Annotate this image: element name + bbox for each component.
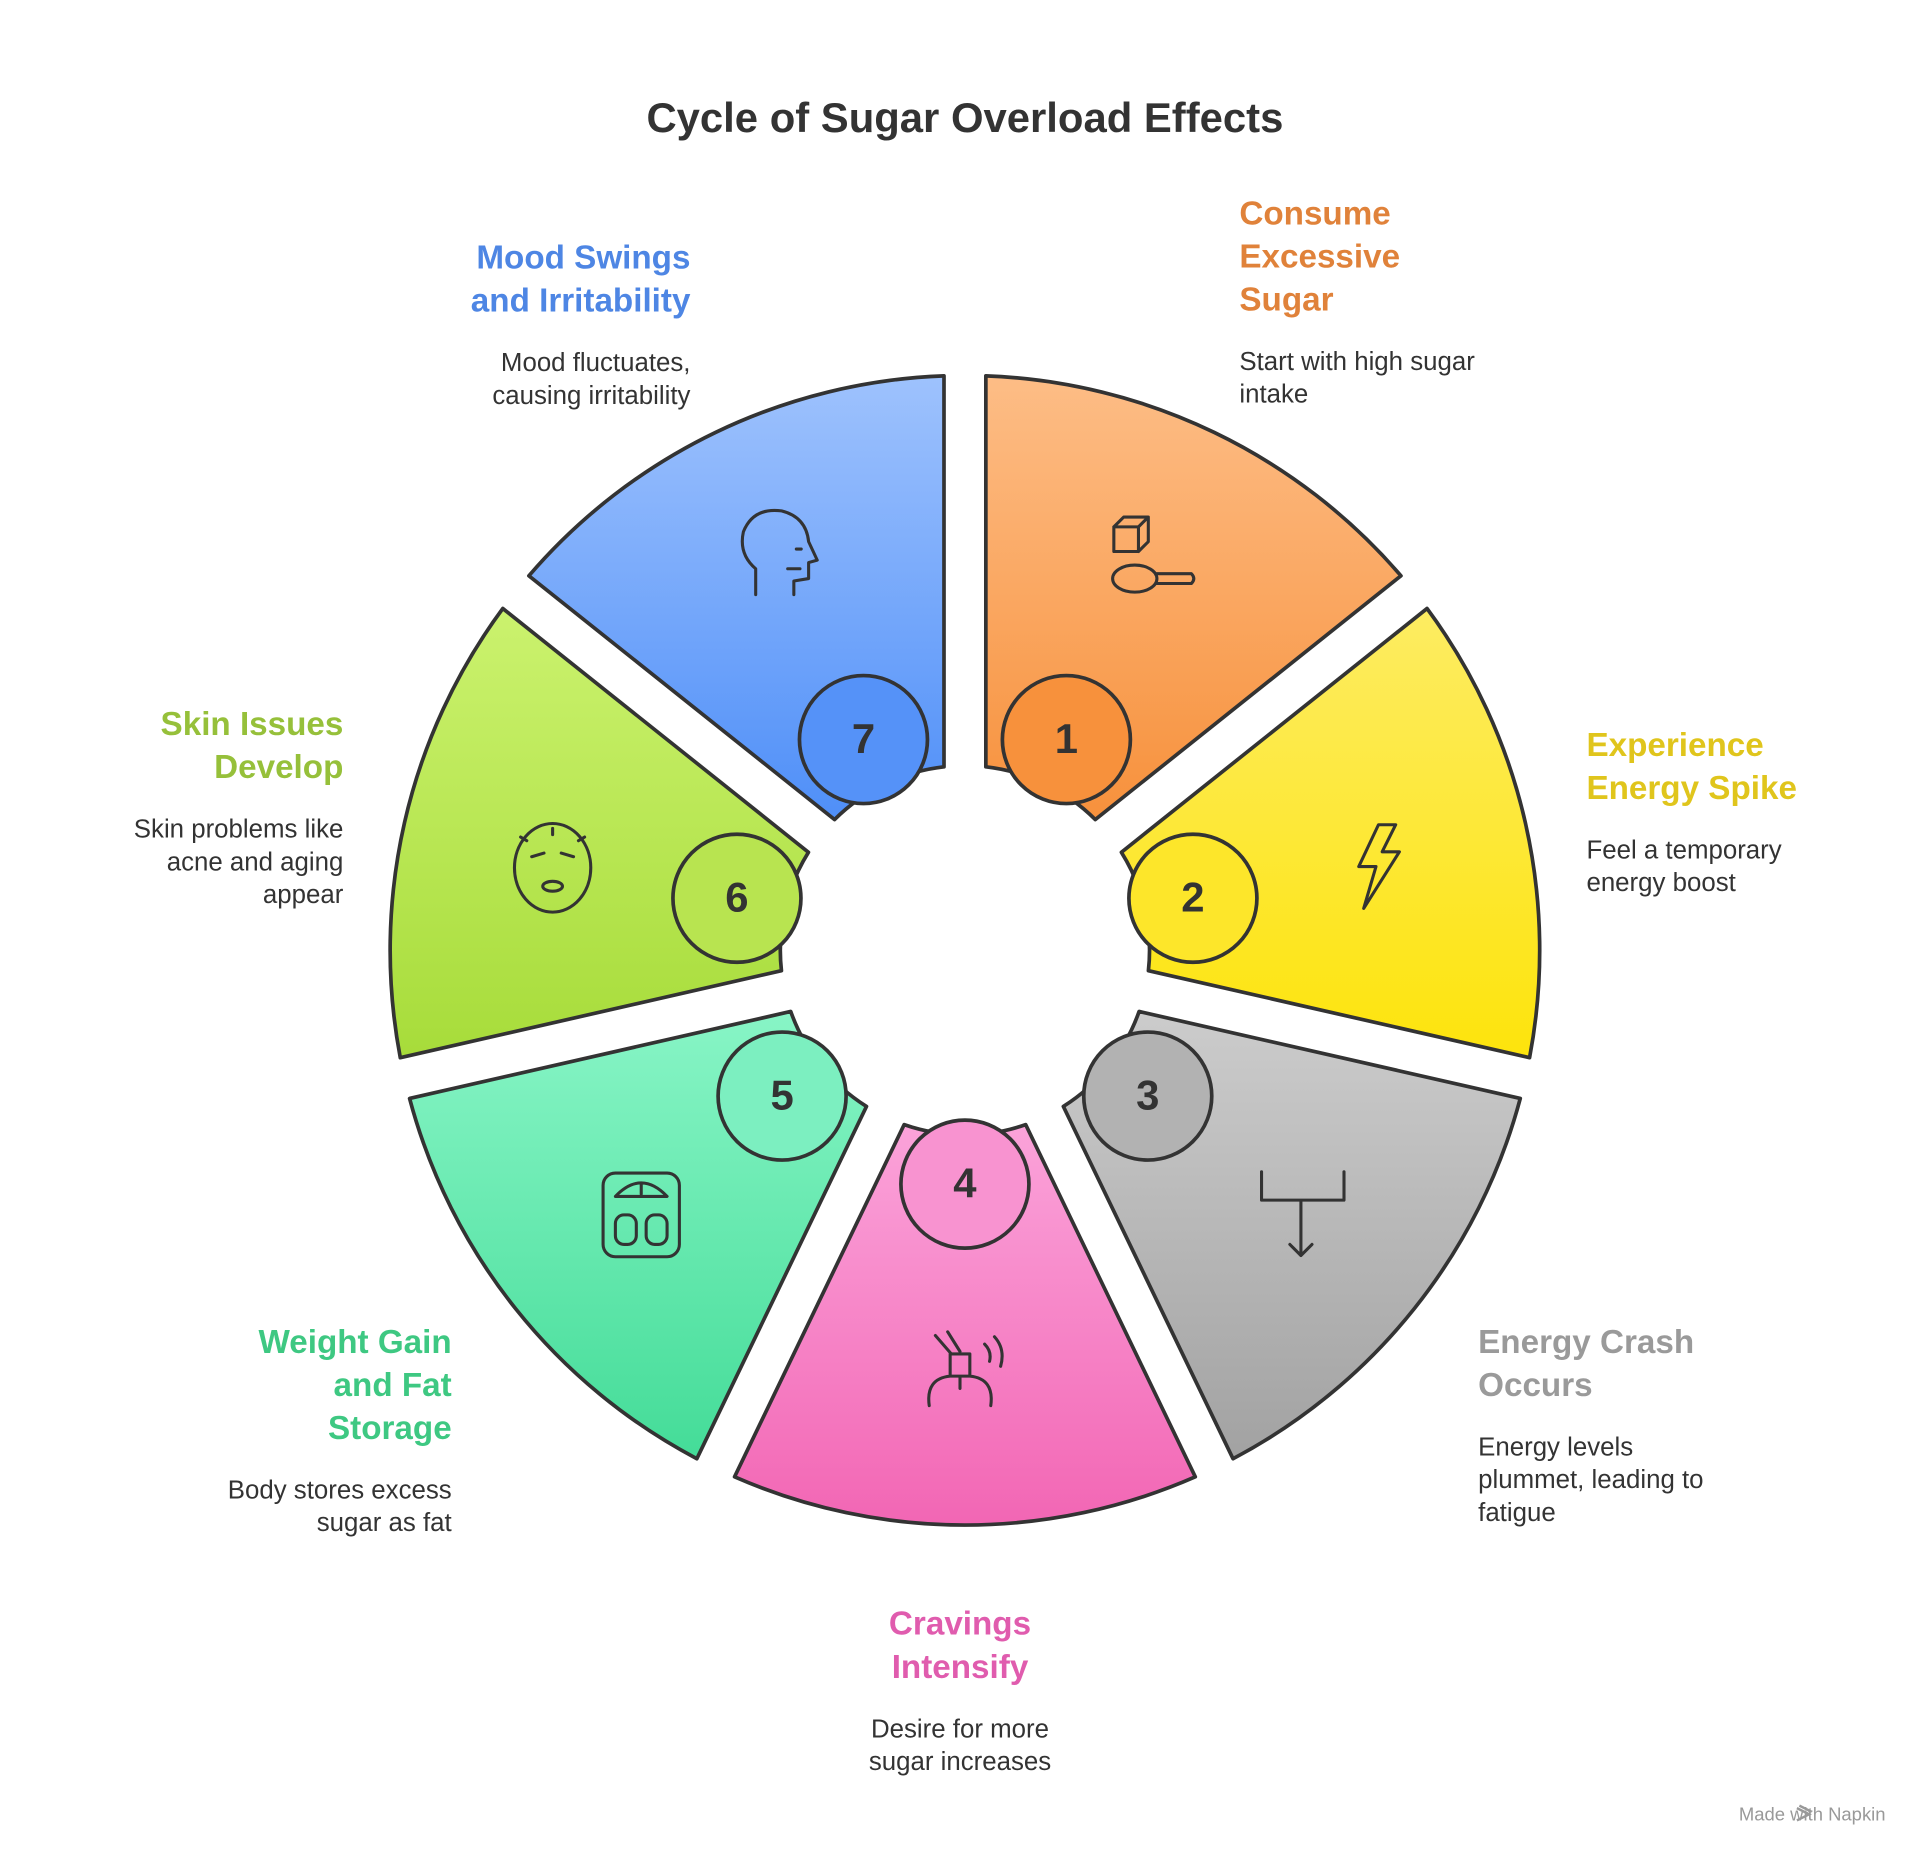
step-title: Energy Spike — [1586, 770, 1796, 807]
step-description: sugar as fat — [317, 1509, 452, 1537]
footer-text: Made with Napkin — [1739, 1803, 1886, 1824]
icon-head — [740, 508, 819, 597]
number-badge — [671, 832, 803, 965]
step-description: Mood fluctuates, — [501, 349, 691, 377]
icon-scale — [601, 1171, 681, 1259]
step-title: Develop — [214, 749, 343, 786]
icon-face — [512, 821, 593, 914]
step-number: 1 — [1055, 715, 1078, 762]
step-title: and Irritability — [471, 283, 691, 320]
step-title: and Fat — [334, 1367, 452, 1404]
step-description: sugar increases — [869, 1748, 1051, 1776]
step-title: Weight Gain — [259, 1324, 452, 1361]
step-description: Skin problems like — [134, 816, 344, 844]
step-number: 3 — [1136, 1072, 1159, 1119]
step-number: 7 — [852, 715, 875, 762]
step-title: Cravings — [889, 1606, 1031, 1643]
step-description: Energy levels — [1478, 1434, 1633, 1462]
step-description: acne and aging — [167, 848, 344, 876]
icon-bolt — [1357, 823, 1401, 910]
step-description: Feel a temporary — [1586, 837, 1781, 865]
step-description: causing irritability — [492, 382, 690, 410]
step-title: Experience — [1586, 727, 1763, 764]
step-title: Energy Crash — [1478, 1324, 1694, 1361]
number-badge — [1000, 673, 1133, 806]
step-title: Excessive — [1239, 238, 1400, 275]
icon-claw — [927, 1330, 1004, 1408]
step-description: fatigue — [1478, 1499, 1556, 1527]
labels: Consume Excessive Sugar Start with high sug… — [134, 195, 1797, 1776]
step-title: Storage — [328, 1410, 452, 1447]
step-title: Intensify — [892, 1649, 1029, 1686]
number-badge — [716, 1030, 848, 1162]
number-badge — [899, 1118, 1031, 1250]
number-badge — [1127, 832, 1259, 965]
step-title: Sugar — [1239, 281, 1333, 318]
step-number: 6 — [725, 874, 748, 921]
step-description: appear — [263, 881, 344, 909]
icons — [512, 508, 1401, 1408]
footer: Made with Napkin — [1739, 1803, 1886, 1824]
step-title: Consume — [1239, 195, 1390, 232]
step-description: Start with high sugar — [1239, 348, 1475, 376]
segments: 1 2 3 4 5 6 7 — [388, 374, 1542, 1527]
icon-crash — [1260, 1170, 1346, 1258]
step-title: Skin Issues — [161, 706, 344, 743]
step-description: Body stores excess — [228, 1477, 452, 1505]
step-number: 2 — [1181, 874, 1204, 921]
step-description: Desire for more — [871, 1715, 1049, 1743]
footer-logo — [1796, 1804, 1813, 1822]
step-description: energy boost — [1586, 869, 1735, 897]
step-title: Occurs — [1478, 1367, 1592, 1404]
step-description: intake — [1239, 381, 1308, 409]
icon-sugar — [1111, 515, 1196, 594]
number-badge — [797, 673, 930, 806]
step-description: plummet, leading to — [1478, 1466, 1703, 1494]
number-badge — [1081, 1030, 1214, 1162]
step-title: Mood Swings — [476, 240, 690, 277]
step-number: 5 — [770, 1072, 793, 1119]
step-number: 4 — [953, 1160, 977, 1207]
title: Cycle of Sugar Overload Effects — [646, 94, 1283, 141]
